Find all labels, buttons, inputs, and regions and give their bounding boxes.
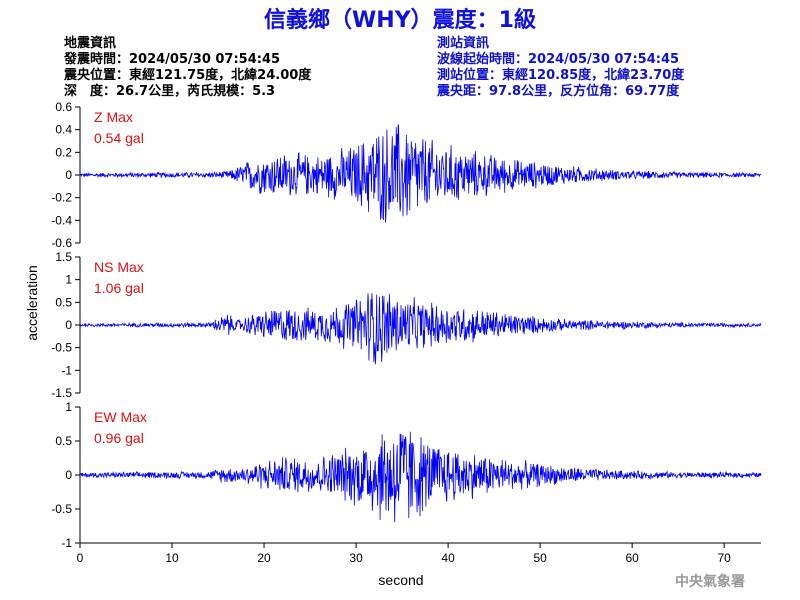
y-tick-label: 0.6: [55, 100, 72, 114]
depth-magnitude: 深 度：26.7公里，芮氏規模：5.3: [64, 84, 276, 99]
quake-time: 發震時間：2024/05/30 07:54:45: [64, 52, 281, 67]
y-tick-label: -0.5: [51, 502, 72, 516]
quake-info-heading: 地震資訊: [64, 36, 117, 51]
y-tick-label: -0.4: [51, 213, 72, 227]
x-tick-label: 10: [165, 551, 179, 565]
y-tick-label: 1.5: [55, 250, 72, 264]
max-title-z: Z Max: [94, 109, 133, 125]
y-tick-label: 0: [65, 168, 72, 182]
y-tick-label: 0: [65, 318, 72, 332]
y-tick-label: -0.5: [51, 341, 72, 355]
y-tick-label: 0.5: [55, 295, 72, 309]
max-title-ns: NS Max: [94, 259, 144, 275]
max-value-ew: 0.96 gal: [94, 430, 144, 446]
x-tick-label: 50: [533, 551, 547, 565]
y-tick-label: 0: [65, 468, 72, 482]
station-location: 測站位置：東經120.85度，北緯23.70度: [437, 68, 685, 83]
y-tick-label: -1: [61, 536, 72, 550]
y-tick-label: 0.5: [55, 434, 72, 448]
epicenter-location: 震央位置：東經121.75度，北緯24.00度: [64, 68, 312, 83]
trace-ns: [79, 293, 762, 365]
trace-z: [79, 124, 762, 223]
y-tick-label: -0.2: [51, 191, 72, 205]
epicentral-distance: 震央距：97.8公里，反方位角：69.77度: [437, 84, 680, 99]
y-tick-label: 0.2: [55, 145, 72, 159]
y-axis-label: acceleration: [24, 265, 40, 341]
x-tick-label: 0: [77, 551, 84, 565]
x-tick-label: 70: [718, 551, 732, 565]
y-tick-label: 0.4: [55, 123, 72, 137]
x-tick-label: 60: [625, 551, 639, 565]
y-tick-label: -0.6: [51, 236, 72, 250]
station-info-heading: 測站資訊: [437, 36, 490, 51]
max-value-z: 0.54 gal: [94, 130, 144, 146]
y-tick-label: -1.5: [51, 386, 72, 400]
quake-info: 地震資訊 發震時間：2024/05/30 07:54:45 震央位置：東經121…: [64, 36, 311, 100]
max-title-ew: EW Max: [94, 409, 147, 425]
x-axis-label: second: [378, 572, 423, 588]
x-tick-label: 40: [441, 551, 455, 565]
station-info: 測站資訊 波線起始時間：2024/05/30 07:54:45 測站位置：東經1…: [437, 36, 684, 100]
x-tick-label: 20: [257, 551, 271, 565]
trace-ew: [79, 431, 762, 523]
x-tick-label: 30: [349, 551, 363, 565]
y-tick-label: 1: [65, 400, 72, 414]
agency-credit: 中央氣象署: [675, 573, 745, 590]
max-value-ns: 1.06 gal: [94, 280, 144, 296]
page-title: 信義鄉（WHY）震度：1級: [264, 8, 536, 33]
y-tick-label: -1: [61, 363, 72, 377]
y-tick-label: 1: [65, 273, 72, 287]
wave-start-time: 波線起始時間：2024/05/30 07:54:45: [437, 52, 680, 67]
